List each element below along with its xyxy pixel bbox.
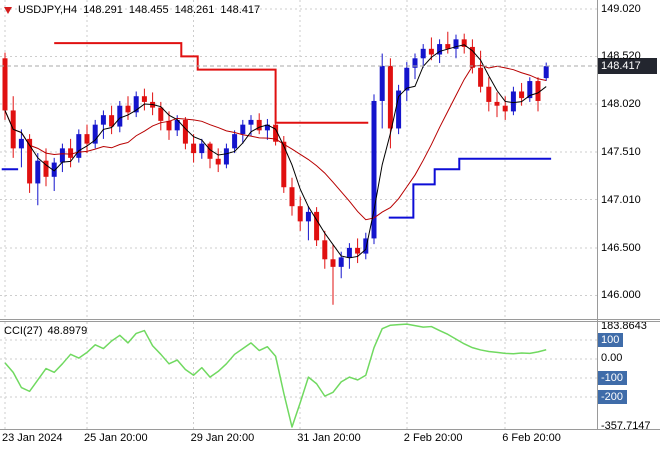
- open-value: 148.291: [83, 4, 123, 16]
- price-pane[interactable]: USDJPY,H4 148.291 148.455 148.261 148.41…: [0, 0, 597, 319]
- price-axis-label: 148.520: [601, 50, 641, 63]
- price-axis-label: 147.010: [601, 193, 641, 206]
- pane-splitter-lower[interactable]: [0, 321, 660, 322]
- cci-level-badge: -100: [598, 371, 628, 386]
- price-axis-label: 147.510: [601, 146, 641, 159]
- indicator-value-label: 48.8979: [47, 325, 88, 337]
- time-axis[interactable]: 23 Jan 2024 25 Jan 20:00 29 Jan 20:00 31 Ja…: [0, 432, 660, 450]
- pane-splitter[interactable]: [0, 319, 660, 320]
- price-down-arrow-icon: [4, 7, 12, 14]
- indicator-info: CCI(27) 48.8979: [4, 325, 87, 337]
- price-chart-svg: [0, 0, 597, 319]
- cci-max-label: 183.8643: [601, 320, 647, 332]
- price-axis[interactable]: 148.417 149.020 148.520 148.020 147.510 147.…: [598, 0, 660, 320]
- time-axis-label: 6 Feb 20:00: [502, 432, 561, 444]
- low-value: 148.261: [174, 4, 215, 16]
- time-axis-label: 31 Jan 20:00: [297, 432, 361, 444]
- cci-min-label: -357.7147: [601, 420, 651, 433]
- time-axis-label: 23 Jan 2024: [2, 432, 63, 444]
- close-value: 148.417: [220, 4, 261, 16]
- cci-level-label: 0.00: [601, 352, 623, 365]
- axis-separator-line: [597, 0, 598, 429]
- cci-axis[interactable]: 183.8643 -357.7147 100 0.00 -100 -200: [598, 320, 660, 433]
- symbol-period-label: USDJPY,H4: [18, 4, 78, 16]
- cci-level-badge: 100: [598, 333, 624, 348]
- cci-level-badge: -200: [598, 390, 628, 405]
- symbol-info: USDJPY,H4 148.291 148.455 148.261 148.41…: [4, 4, 260, 16]
- current-price-badge: 148.417: [598, 58, 657, 75]
- time-axis-label: 2 Feb 20:00: [403, 432, 463, 444]
- price-axis-label: 148.020: [601, 97, 641, 110]
- price-axis-label: 146.500: [601, 241, 641, 254]
- high-value: 148.455: [128, 4, 169, 16]
- cci-chart-svg: [0, 322, 597, 429]
- indicator-name-label: CCI(27): [4, 325, 43, 337]
- price-axis-label: 149.020: [601, 3, 641, 15]
- price-axis-label: 146.000: [601, 289, 641, 302]
- time-axis-separator: [0, 429, 660, 430]
- cci-indicator-pane[interactable]: CCI(27) 48.8979: [0, 322, 597, 429]
- time-axis-label: 25 Jan 20:00: [84, 432, 148, 444]
- time-axis-label: 29 Jan 20:00: [190, 432, 255, 444]
